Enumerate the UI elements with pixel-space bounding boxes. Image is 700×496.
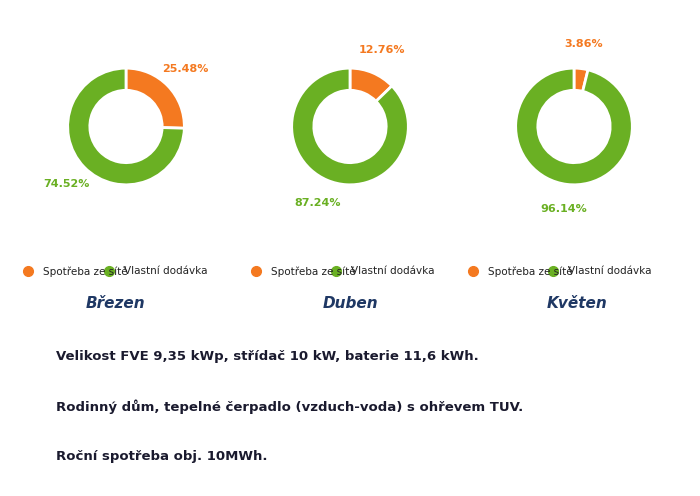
- Text: Velikost FVE 9,35 kWp, střídač 10 kW, baterie 11,6 kWh.: Velikost FVE 9,35 kWp, střídač 10 kW, ba…: [56, 350, 479, 363]
- Text: Březen: Březen: [85, 296, 146, 310]
- Text: Spotřeba ze sítě: Spotřeba ze sítě: [43, 266, 128, 277]
- Text: Vlastní dodávka: Vlastní dodávka: [124, 266, 207, 276]
- Wedge shape: [574, 68, 588, 91]
- Wedge shape: [68, 68, 184, 185]
- Text: Vlastní dodávka: Vlastní dodávka: [351, 266, 435, 276]
- Text: 74.52%: 74.52%: [43, 179, 90, 189]
- Wedge shape: [516, 68, 632, 185]
- Text: 87.24%: 87.24%: [295, 198, 341, 208]
- Text: 3.86%: 3.86%: [565, 39, 603, 49]
- Text: Duben: Duben: [322, 296, 378, 310]
- Text: 25.48%: 25.48%: [162, 64, 209, 74]
- Text: Spotřeba ze sítě: Spotřeba ze sítě: [488, 266, 573, 277]
- Text: Spotřeba ze sítě: Spotřeba ze sítě: [271, 266, 356, 277]
- Text: 12.76%: 12.76%: [359, 45, 405, 55]
- Wedge shape: [350, 68, 392, 101]
- Text: Rodinný dům, tepelné čerpadlo (vzduch-voda) s ohřevem TUV.: Rodinný dům, tepelné čerpadlo (vzduch-vo…: [56, 399, 524, 414]
- Text: 96.14%: 96.14%: [540, 204, 587, 214]
- Text: Květen: Květen: [547, 296, 608, 310]
- Wedge shape: [292, 68, 408, 185]
- Text: Roční spotřeba obj. 10MWh.: Roční spotřeba obj. 10MWh.: [56, 450, 267, 463]
- Text: Vlastní dodávka: Vlastní dodávka: [568, 266, 652, 276]
- Wedge shape: [126, 68, 184, 128]
